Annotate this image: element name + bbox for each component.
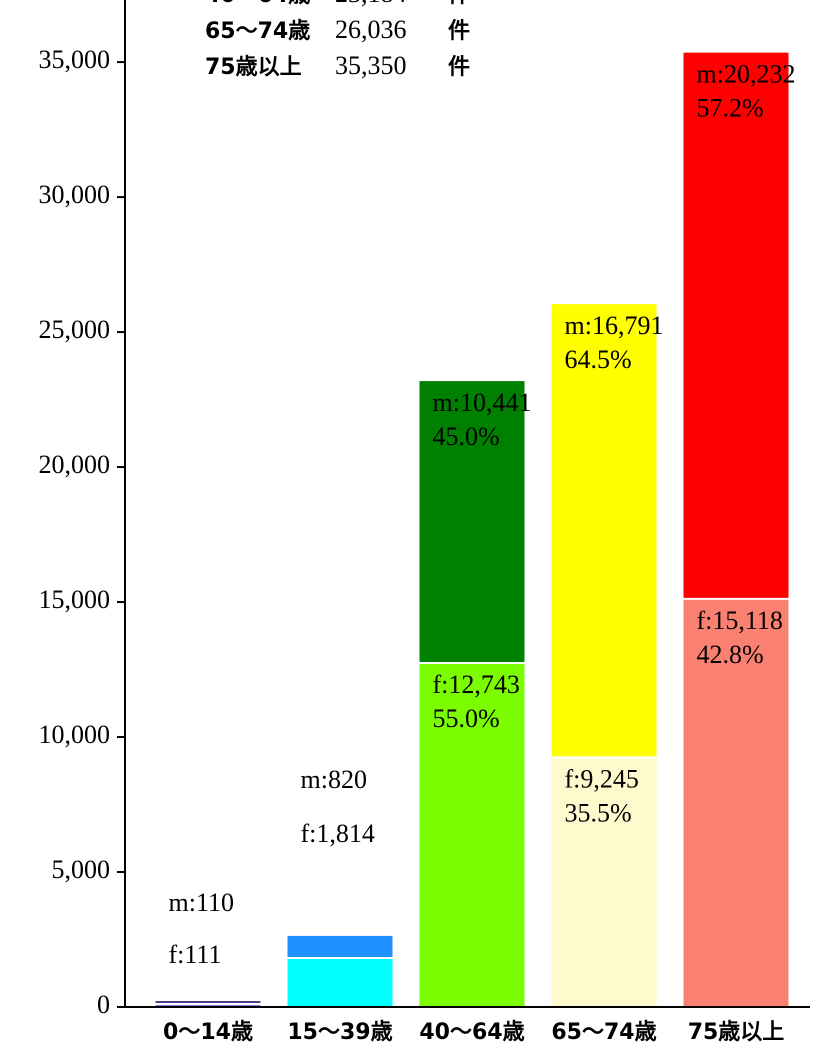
y-tick-label: 30,000 [39, 180, 111, 209]
value-label: f:1,814 [301, 819, 375, 848]
bar-segment [155, 1001, 261, 1005]
percent-label: 57.2% [697, 94, 764, 123]
total-category: 75歳以上 [205, 55, 302, 80]
x-tick-label: 0〜14歳 [163, 1020, 253, 1045]
total-category: 65〜74歳 [205, 19, 310, 44]
percent-label: 42.8% [697, 640, 764, 669]
percent-label: 35.5% [565, 798, 632, 827]
x-tick-label: 65〜74歳 [551, 1020, 656, 1045]
y-tick-label: 15,000 [39, 585, 111, 614]
bar-segment [419, 381, 525, 663]
x-tick-label: 40〜64歳 [419, 1020, 524, 1045]
percent-label: 45.0% [433, 422, 500, 451]
bar-segment [551, 757, 657, 1007]
y-tick-label: 20,000 [39, 450, 111, 479]
bar-segment [683, 52, 789, 599]
value-label: m:20,232 [697, 60, 796, 89]
x-tick-label: 75歳以上 [688, 1020, 785, 1045]
bar-segment [551, 304, 657, 758]
y-tick-label: 35,000 [39, 45, 111, 74]
percent-label: 55.0% [433, 704, 500, 733]
y-tick-label: 10,000 [39, 720, 111, 749]
value-label: m:820 [301, 765, 367, 794]
value-label: m:16,791 [565, 311, 664, 340]
value-label: m:10,441 [433, 388, 532, 417]
y-tick-label: 25,000 [39, 315, 111, 344]
percent-label: 64.5% [565, 345, 632, 374]
bar-segment [287, 958, 393, 1007]
total-value: 23,184 [335, 0, 407, 8]
total-unit: 件 [448, 55, 470, 80]
total-category: 40〜64歳 [205, 0, 310, 8]
bar-segment [287, 935, 393, 959]
bar-segment [155, 1004, 261, 1007]
bar-segment [419, 662, 525, 1007]
x-tick-label: 15〜39歳 [287, 1020, 392, 1045]
total-value: 26,036 [335, 15, 407, 44]
value-label: m:110 [169, 888, 234, 917]
bar-segment [683, 598, 789, 1007]
value-label: f:15,118 [697, 606, 783, 635]
y-tick-label: 5,000 [52, 855, 111, 884]
total-unit: 件 [448, 0, 470, 8]
total-unit: 件 [448, 19, 470, 44]
value-label: f:12,743 [433, 670, 520, 699]
total-value: 35,350 [335, 51, 407, 80]
value-label: f:9,245 [565, 764, 639, 793]
y-tick-label: 0 [97, 990, 110, 1019]
value-label: f:111 [169, 940, 222, 969]
